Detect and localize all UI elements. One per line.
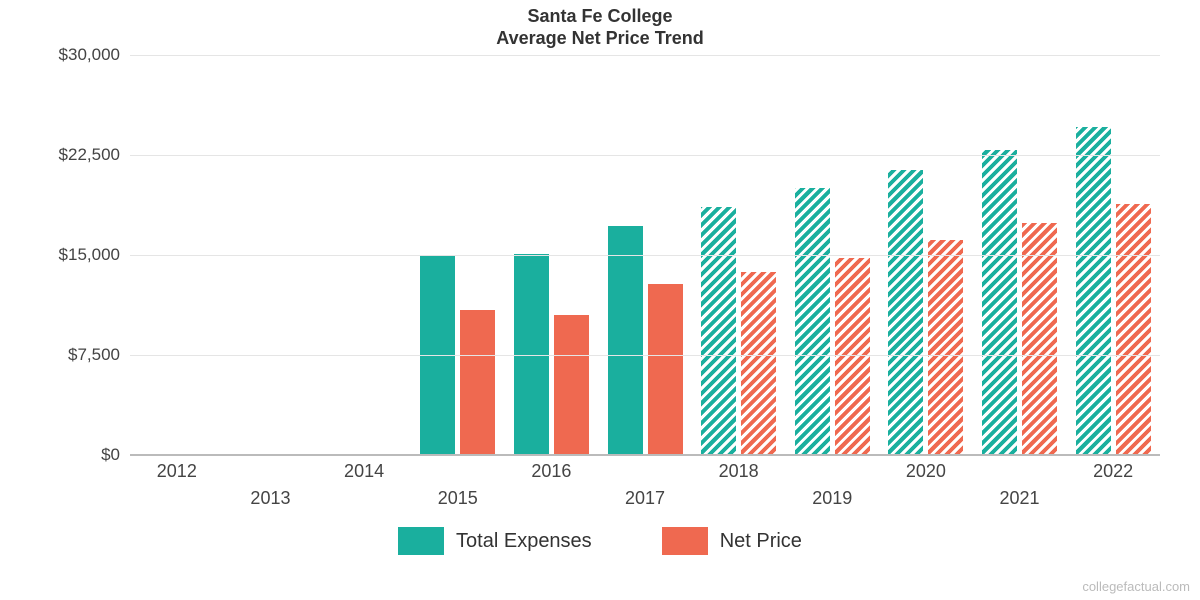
legend-label-net-price: Net Price: [720, 530, 802, 553]
grid-line: [130, 355, 1160, 356]
y-tick-label: $7,500: [68, 345, 130, 365]
bar-net-price: [1022, 223, 1057, 455]
bar-net-price: [835, 258, 870, 455]
chart-title: Santa Fe College Average Net Price Trend: [0, 5, 1200, 49]
x-tick-label: 2016: [531, 461, 571, 482]
x-axis-labels: 2012 2013 2014 2015 2016 2017 2018 2019 2020 2021…: [130, 458, 1160, 518]
x-tick-label: 2018: [719, 461, 759, 482]
y-tick-label: $0: [101, 445, 130, 465]
x-tick-label: 2017: [625, 488, 665, 509]
bar-total-expenses: [608, 226, 643, 455]
y-tick-label: $15,000: [59, 245, 130, 265]
legend-item-net-price: Net Price: [662, 527, 802, 555]
y-tick-label: $22,500: [59, 145, 130, 165]
grid-line: [130, 155, 1160, 156]
title-line-2: Average Net Price Trend: [0, 27, 1200, 49]
watermark: collegefactual.com: [1082, 579, 1190, 594]
y-tick-label: $30,000: [59, 45, 130, 65]
grid-line: [130, 55, 1160, 56]
x-tick-label: 2012: [157, 461, 197, 482]
bar-net-price: [460, 310, 495, 455]
x-tick-label: 2015: [438, 488, 478, 509]
x-tick-label: 2014: [344, 461, 384, 482]
legend-label-total-expenses: Total Expenses: [456, 530, 592, 553]
x-tick-label: 2019: [812, 488, 852, 509]
legend-swatch-red: [662, 527, 708, 555]
x-axis-baseline: [130, 454, 1160, 456]
bar-total-expenses: [795, 188, 830, 455]
legend-swatch-teal: [398, 527, 444, 555]
title-line-1: Santa Fe College: [0, 5, 1200, 27]
bar-total-expenses: [888, 170, 923, 455]
legend-item-total-expenses: Total Expenses: [398, 527, 592, 555]
bar-total-expenses: [982, 150, 1017, 455]
grid-line: [130, 255, 1160, 256]
bar-net-price: [928, 240, 963, 455]
chart-container: Santa Fe College Average Net Price Trend…: [0, 0, 1200, 600]
legend: Total Expenses Net Price: [0, 527, 1200, 555]
x-tick-label: 2013: [250, 488, 290, 509]
bar-net-price: [1116, 204, 1151, 455]
bar-net-price: [554, 315, 589, 455]
bar-net-price: [648, 284, 683, 455]
bar-total-expenses: [1076, 127, 1111, 455]
x-tick-label: 2021: [1000, 488, 1040, 509]
x-tick-label: 2020: [906, 461, 946, 482]
bar-total-expenses: [701, 207, 736, 455]
bar-net-price: [741, 272, 776, 455]
x-tick-label: 2022: [1093, 461, 1133, 482]
plot-area: $0$7,500$15,000$22,500$30,000: [130, 55, 1160, 455]
